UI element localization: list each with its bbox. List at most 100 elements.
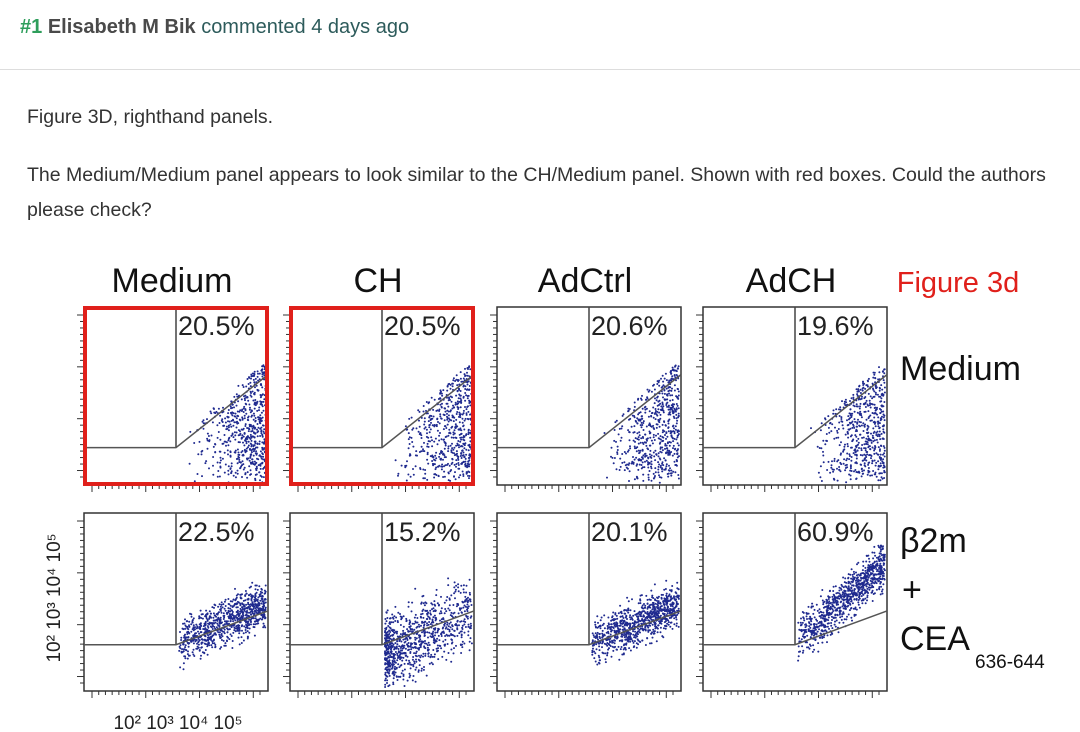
scatter-dot [219, 608, 222, 611]
scatter-dot [599, 619, 602, 622]
scatter-dot [455, 413, 458, 415]
scatter-dot [439, 415, 442, 418]
scatter-dot [241, 450, 244, 452]
scatter-dot [400, 618, 403, 621]
scatter-dot [660, 377, 662, 380]
scatter-dot [250, 597, 253, 600]
scatter-dot [457, 458, 460, 461]
comment-header: #1 Elisabeth M Bik commented 4 days ago [20, 16, 409, 39]
scatter-dot [253, 598, 256, 601]
scatter-dot [461, 600, 464, 603]
scatter-dot [224, 440, 227, 443]
gate-percent: 19.6% [797, 311, 874, 341]
scatter-dot [391, 645, 394, 648]
scatter-dot [226, 415, 229, 418]
scatter-dot [633, 431, 636, 434]
scatter-dot [671, 394, 674, 397]
scatter-dot [652, 597, 655, 599]
scatter-dot [393, 660, 396, 662]
scatter-dot [420, 602, 423, 605]
scatter-dot [204, 620, 207, 623]
scatter-dot [668, 449, 671, 452]
scatter-dot [229, 620, 232, 622]
scatter-dot [424, 472, 427, 475]
scatter-dot [465, 591, 468, 594]
scatter-dot [258, 443, 261, 445]
scatter-dot [622, 413, 625, 416]
scatter-dot [190, 640, 192, 643]
scatter-dot [384, 677, 387, 680]
comment-number[interactable]: #1 [20, 16, 43, 38]
scatter-dot [254, 617, 257, 620]
scatter-dot [227, 420, 229, 423]
scatter-dot [214, 632, 217, 635]
scatter-dot [211, 642, 214, 645]
scatter-dot [443, 414, 446, 416]
scatter-dot [242, 599, 245, 602]
scatter-dot [639, 441, 642, 444]
scatter-dot [238, 617, 240, 620]
scatter-dot [253, 460, 256, 463]
scatter-dot [849, 414, 852, 417]
scatter-dot [462, 377, 465, 380]
scatter-dot [409, 667, 412, 670]
scatter-dot [399, 633, 402, 636]
scatter-dot [396, 640, 399, 643]
scatter-dot [241, 606, 243, 609]
scatter-dot [260, 384, 263, 387]
scatter-dot [260, 618, 263, 621]
scatter-dot [664, 444, 667, 447]
scatter-dot [658, 421, 661, 424]
scatter-dot [872, 376, 875, 379]
scatter-dot [246, 635, 249, 638]
comment-author[interactable]: Elisabeth M Bik [47, 16, 196, 38]
scatter-dot [414, 587, 417, 590]
scatter-dot [227, 412, 230, 415]
scatter-dot [256, 428, 258, 431]
scatter-dot [197, 453, 200, 456]
scatter-dot [859, 463, 862, 466]
scatter-dot [206, 625, 209, 628]
scatter-dot [212, 456, 215, 458]
scatter-dot [879, 438, 882, 441]
scatter-dot [221, 457, 224, 460]
scatter-dot [448, 428, 451, 431]
scatter-dot [849, 469, 852, 472]
scatter-dot [466, 417, 469, 420]
scatter-dot [645, 438, 648, 441]
scatter-dot [859, 421, 862, 424]
scatter-dot [457, 440, 460, 442]
scatter-dot [641, 448, 644, 451]
scatter-dot [437, 398, 440, 400]
scatter-dot [868, 445, 871, 448]
scatter-dot [402, 678, 405, 681]
scatter-dot [860, 416, 863, 419]
scatter-dot [855, 435, 858, 438]
scatter-dot [646, 611, 649, 613]
scatter-dot [654, 418, 657, 421]
gate-percent: 20.5% [384, 311, 461, 341]
scatter-dot [879, 453, 882, 456]
scatter-dot [465, 471, 468, 474]
scatter-dot [646, 447, 649, 450]
scatter-dot [246, 471, 249, 474]
scatter-dot [432, 455, 435, 458]
paragraph: Figure 3D, righthand panels. [27, 106, 274, 128]
scatter-dot [620, 436, 623, 439]
scatter-dot [443, 425, 446, 428]
scatter-dot [854, 461, 857, 464]
scatter-dot [463, 373, 466, 376]
scatter-dot [596, 663, 599, 666]
scatter-dot [859, 402, 862, 405]
scatter-dot [433, 424, 436, 426]
scatter-dot [832, 412, 835, 415]
scatter-dot [876, 430, 879, 433]
scatter-dot [244, 599, 247, 602]
scatter-dot [647, 478, 650, 481]
scatter-dot [661, 423, 664, 426]
scatter-dot [391, 634, 394, 637]
scatter-dot [864, 465, 867, 468]
scatter-dot [676, 452, 679, 455]
scatter-dot [853, 410, 856, 413]
scatter-dot [263, 613, 266, 616]
